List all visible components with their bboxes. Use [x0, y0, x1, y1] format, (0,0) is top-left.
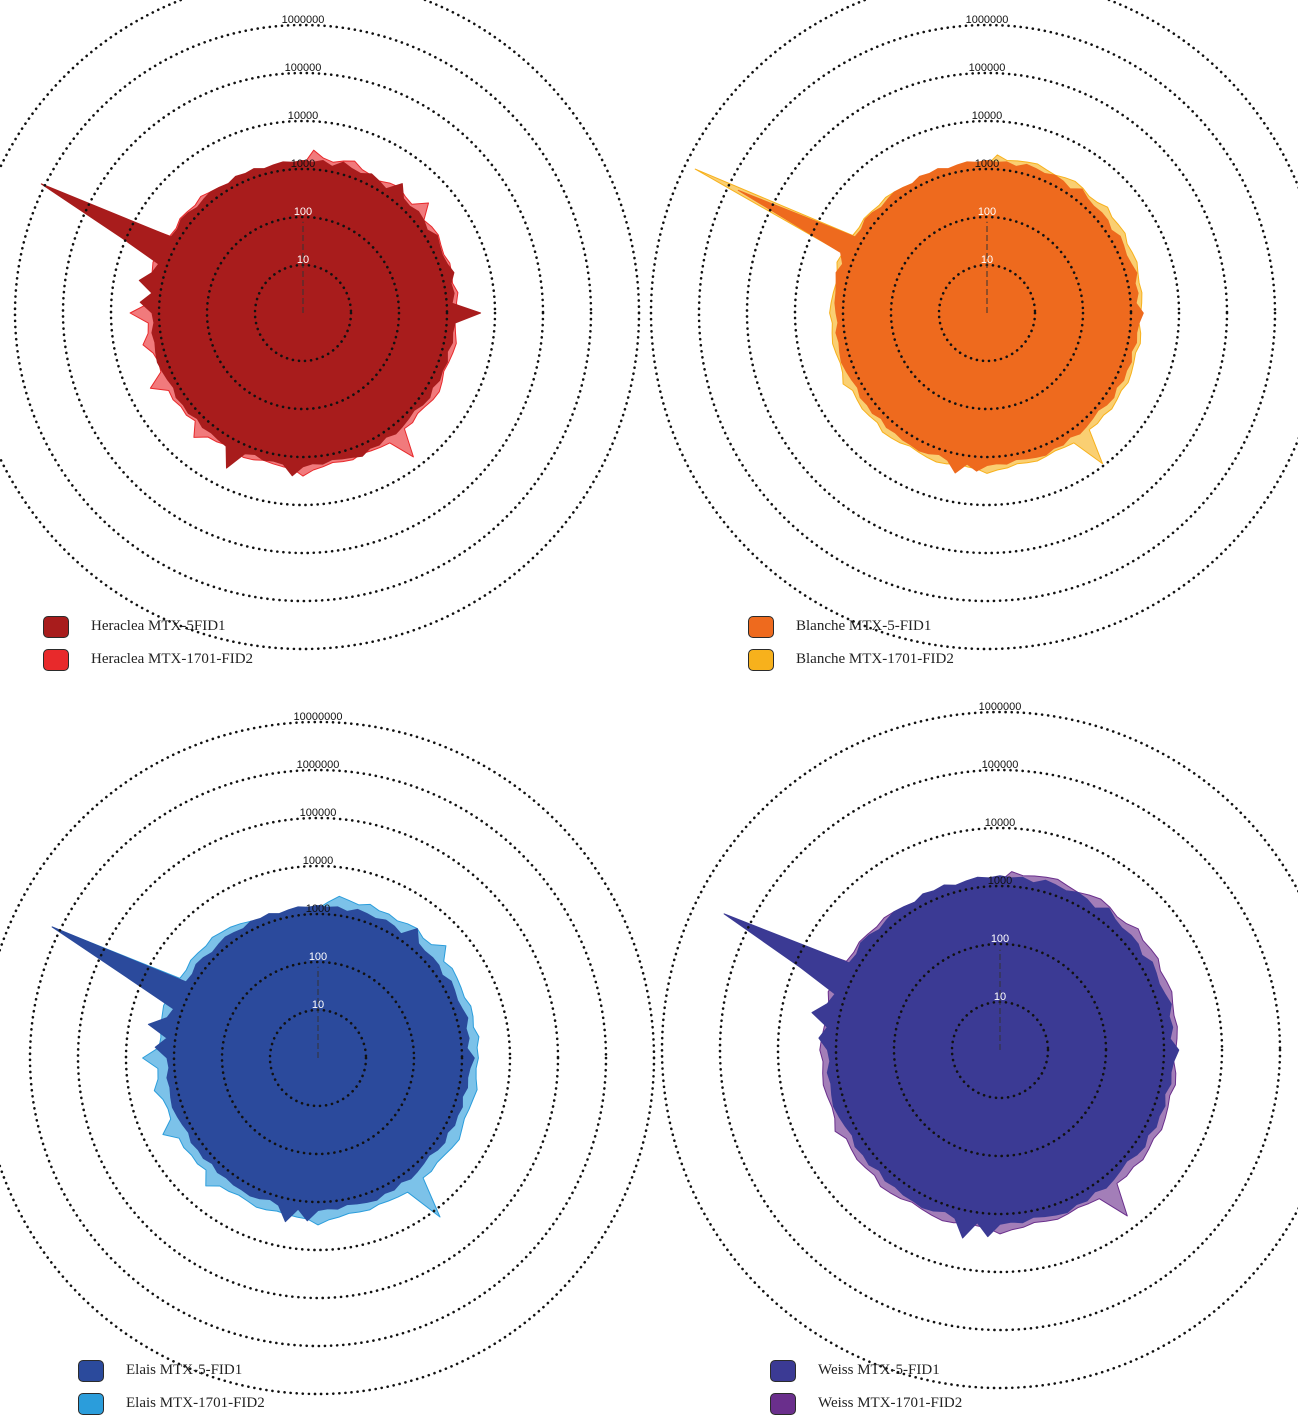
series-area-0-0 — [40, 160, 482, 477]
ring-0-3 — [109, 119, 497, 507]
legend-swatch — [770, 1359, 796, 1382]
legend-label: Heraclea MTX-5FID1 — [91, 618, 226, 634]
ring-label-2-0: 10 — [312, 999, 324, 1011]
ring-label-2-5: 1000000 — [297, 759, 340, 771]
ring-label-0-0: 10 — [297, 254, 309, 266]
ring-label-2-1: 100 — [309, 951, 327, 963]
ring-2-4 — [76, 816, 560, 1300]
series-area-2-0 — [51, 905, 475, 1223]
ring-0-6 — [0, 0, 641, 651]
ring-label-3-4: 100000 — [982, 759, 1019, 771]
series-area-3-0 — [723, 875, 1180, 1239]
ring-2-3 — [124, 864, 512, 1252]
legend-entry: Elais MTX-5-FID1 — [78, 1354, 265, 1387]
legend-entry: Elais MTX-1701-FID2 — [78, 1387, 265, 1420]
ring-label-1-4: 100000 — [969, 62, 1006, 74]
ring-1-2 — [841, 167, 1133, 459]
ring-label-1-5: 1000000 — [966, 14, 1009, 26]
ring-label-3-3: 10000 — [985, 817, 1016, 829]
ring-1-5 — [697, 23, 1277, 603]
legend-weiss: Weiss MTX-5-FID1 Weiss MTX-1701-FID2 — [770, 1354, 962, 1420]
ring-0-2 — [157, 167, 449, 459]
legend-label: Elais MTX-1701-FID2 — [126, 1395, 265, 1411]
legend-swatch — [78, 1392, 104, 1415]
ring-label-3-5: 1000000 — [979, 701, 1022, 713]
series-area-1-0 — [737, 160, 1144, 474]
legend-entry: Blanche MTX-5-FID1 — [748, 610, 954, 643]
legend-label: Blanche MTX-1701-FID2 — [796, 651, 954, 667]
ring-label-0-1: 100 — [294, 206, 312, 218]
ring-0-5 — [13, 23, 593, 603]
ring-3-5 — [660, 710, 1298, 1390]
ring-1-4 — [745, 71, 1229, 555]
legend-entry: Heraclea MTX-5FID1 — [43, 610, 253, 643]
ring-label-3-2: 1000 — [988, 875, 1012, 887]
legend-label: Heraclea MTX-1701-FID2 — [91, 651, 254, 667]
ring-0-1 — [205, 215, 401, 411]
legend-heraclea: Heraclea MTX-5FID1 Heraclea MTX-1701-FID… — [43, 610, 253, 676]
ring-3-1 — [892, 942, 1108, 1158]
ring-label-1-0: 10 — [981, 254, 993, 266]
radar-chart-3: 10 100 1000 10000 100000 1000000 — [660, 701, 1298, 1390]
ring-1-1 — [889, 215, 1085, 411]
ring-label-3-1: 100 — [991, 933, 1009, 945]
ring-label-2-6: 10000000 — [294, 711, 343, 723]
ring-1-6 — [649, 0, 1298, 651]
ring-label-3-0: 10 — [994, 991, 1006, 1003]
legend-entry: Blanche MTX-1701-FID2 — [748, 643, 954, 676]
legend-blanche: Blanche MTX-5-FID1 Blanche MTX-1701-FID2 — [748, 610, 954, 676]
ring-label-0-5: 1000000 — [282, 14, 325, 26]
ring-label-1-3: 10000 — [972, 110, 1003, 122]
legend-swatch — [770, 1392, 796, 1415]
legend-entry: Weiss MTX-1701-FID2 — [770, 1387, 962, 1420]
ring-3-3 — [776, 826, 1224, 1274]
ring-label-0-3: 10000 — [288, 110, 319, 122]
ring-label-2-4: 100000 — [300, 807, 337, 819]
ring-label-2-2: 1000 — [306, 903, 330, 915]
legend-entry: Heraclea MTX-1701-FID2 — [43, 643, 253, 676]
legend-label: Elais MTX-5-FID1 — [126, 1362, 243, 1378]
ring-0-4 — [61, 71, 545, 555]
legend-label: Weiss MTX-5-FID1 — [818, 1362, 940, 1378]
ring-2-2 — [172, 912, 464, 1204]
legend-swatch — [748, 615, 774, 638]
legend-entry: Weiss MTX-5-FID1 — [770, 1354, 962, 1387]
legend-label: Weiss MTX-1701-FID2 — [818, 1395, 963, 1411]
ring-2-6 — [0, 720, 656, 1396]
ring-label-1-1: 100 — [978, 206, 996, 218]
ring-3-2 — [834, 884, 1166, 1216]
legend-swatch — [748, 648, 774, 671]
radar-chart-2: 10 100 1000 10000 100000 1000000 10000000 — [0, 711, 656, 1396]
legend-swatch — [43, 648, 69, 671]
legend-swatch — [43, 615, 69, 638]
ring-2-5 — [28, 768, 608, 1348]
ring-3-4 — [718, 768, 1282, 1332]
legend-swatch — [78, 1359, 104, 1382]
ring-label-1-2: 1000 — [975, 158, 999, 170]
ring-label-0-4: 100000 — [285, 62, 322, 74]
ring-label-0-2: 1000 — [291, 158, 315, 170]
ring-2-1 — [220, 960, 416, 1156]
legend-elais: Elais MTX-5-FID1 Elais MTX-1701-FID2 — [78, 1354, 265, 1420]
ring-1-3 — [793, 119, 1181, 507]
ring-label-2-3: 10000 — [303, 855, 334, 867]
legend-label: Blanche MTX-5-FID1 — [796, 618, 932, 634]
